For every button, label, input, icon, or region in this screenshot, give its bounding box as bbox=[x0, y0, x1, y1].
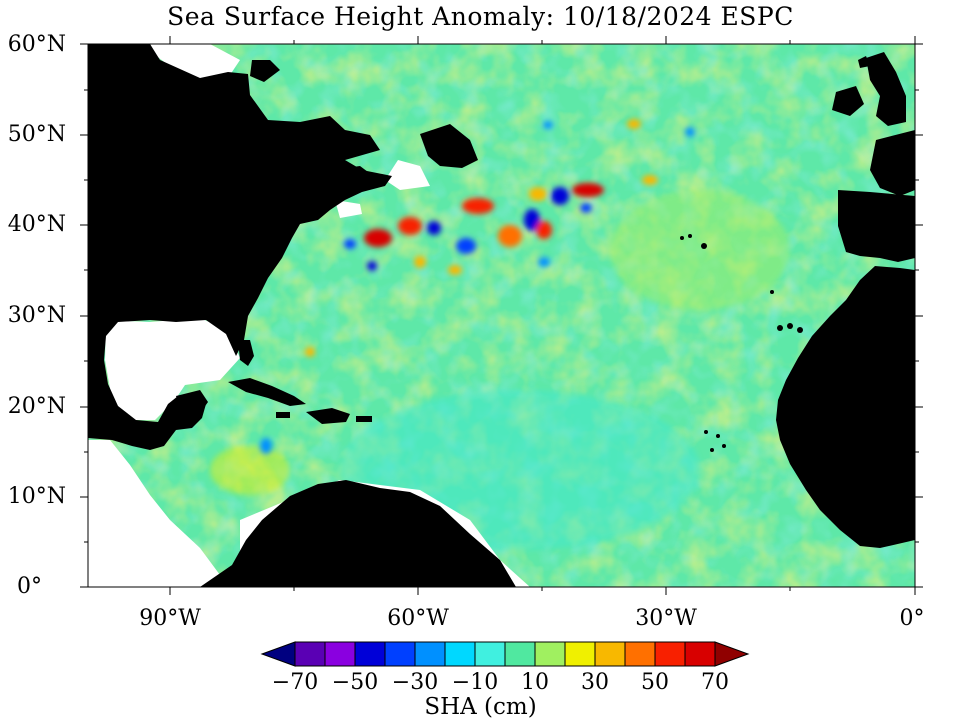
colorbar-min-arrow bbox=[260, 641, 296, 667]
great-britain bbox=[866, 52, 906, 126]
colorbar-tick-label: 50 bbox=[641, 670, 669, 695]
north-america bbox=[88, 44, 392, 450]
newfoundland bbox=[420, 124, 478, 168]
lat-label-20n: 20°N bbox=[7, 394, 66, 419]
colorbar-tick-label: 70 bbox=[701, 670, 729, 695]
lat-label-50n: 50°N bbox=[7, 122, 66, 147]
colorbar-tick-label: −70 bbox=[271, 670, 319, 695]
lat-label-10n: 10°N bbox=[7, 484, 66, 509]
map-frame bbox=[80, 36, 923, 595]
europe bbox=[870, 130, 915, 196]
lon-label-0: 0° bbox=[899, 606, 925, 631]
cuba bbox=[228, 378, 306, 406]
colorbar-tick-label: −30 bbox=[391, 670, 439, 695]
colorbar bbox=[260, 641, 750, 667]
colorbar-tick-label: 30 bbox=[581, 670, 609, 695]
colorbar-tick-label: 10 bbox=[521, 670, 549, 695]
africa bbox=[776, 266, 915, 548]
colorbar-max-arrow bbox=[714, 641, 750, 667]
ireland bbox=[832, 86, 864, 116]
lon-label-90w: 90°W bbox=[139, 606, 201, 631]
lon-label-60w: 60°W bbox=[387, 606, 449, 631]
colorbar-tick-label: −10 bbox=[451, 670, 499, 695]
gulf-stream-eddies bbox=[122, 119, 695, 454]
colorbar-tick-label: −50 bbox=[331, 670, 379, 695]
iberia bbox=[838, 190, 915, 262]
land-masses bbox=[88, 44, 915, 587]
lon-label-30w: 30°W bbox=[635, 606, 697, 631]
lat-label-40n: 40°N bbox=[7, 212, 66, 237]
ocean-field bbox=[88, 44, 915, 587]
south-america bbox=[200, 480, 516, 587]
greenland bbox=[250, 60, 280, 82]
lat-label-30n: 30°N bbox=[7, 303, 66, 328]
map-title: Sea Surface Height Anomaly: 10/18/2024 E… bbox=[167, 2, 794, 31]
lat-label-equator: 0° bbox=[17, 574, 42, 599]
lat-label-60n: 60°N bbox=[7, 32, 66, 57]
colorbar-title: SHA (cm) bbox=[424, 694, 537, 720]
